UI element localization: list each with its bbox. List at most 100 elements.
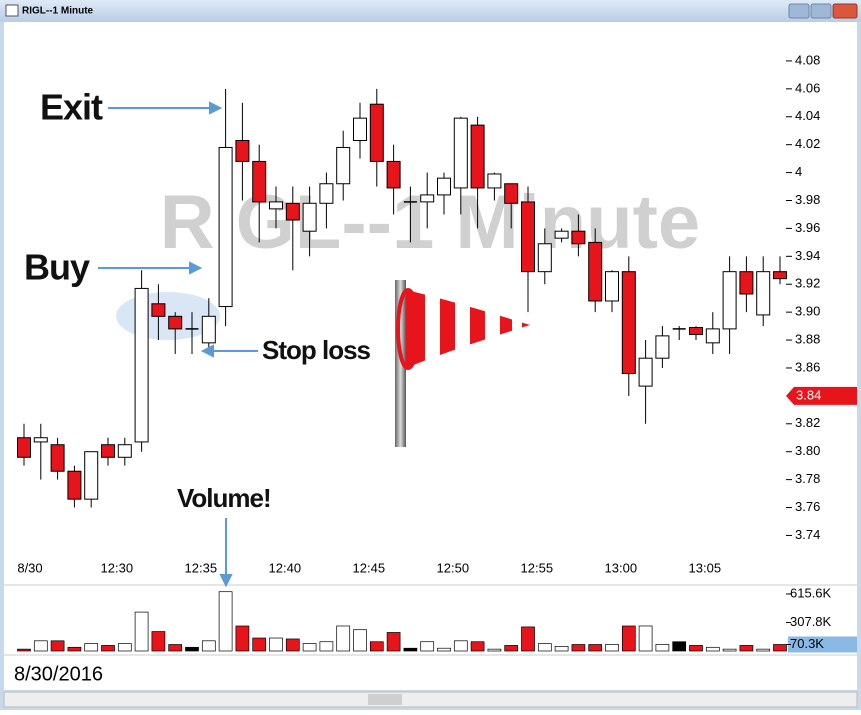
candle-body (538, 244, 551, 272)
volume-tick-label: 615.6K (790, 585, 832, 600)
volume-bar (488, 649, 501, 651)
volume-bar (723, 649, 736, 651)
volume-bar (572, 645, 585, 651)
x-tick-label: 12:45 (353, 560, 386, 575)
y-tick-label: 4 (795, 164, 802, 179)
volume-bar (253, 638, 266, 651)
volume-bar (656, 645, 669, 651)
volume-bar (757, 649, 770, 651)
volume-bar (370, 642, 383, 651)
candle-body (135, 288, 148, 442)
volume-bar (51, 641, 64, 651)
candle-body (589, 242, 602, 301)
volume-bar (18, 649, 31, 651)
window-title: RIGL--1 Minute (22, 6, 94, 17)
y-tick-label: 3.76 (795, 499, 820, 514)
candle-body (102, 445, 115, 458)
volume-bar (471, 642, 484, 651)
volume-bar (303, 644, 316, 651)
y-tick-label: 3.92 (795, 276, 820, 291)
candle-body (454, 118, 467, 188)
candle-body (51, 445, 64, 472)
minimize-button[interactable] (789, 4, 809, 18)
candle-body (774, 272, 787, 279)
watermark: RIGL--1 Minute (160, 180, 700, 265)
volume-bar (505, 645, 518, 651)
volume-bar (522, 627, 535, 651)
y-tick-label: 3.90 (795, 304, 820, 319)
volume-bar (740, 645, 753, 651)
volume-bar (286, 639, 299, 651)
candle-body (639, 358, 652, 386)
y-tick-label: 3.86 (795, 359, 820, 374)
y-tick-label: 3.96 (795, 220, 820, 235)
volume-bar (673, 642, 686, 651)
volume-bar (270, 638, 283, 651)
volume-bar (34, 641, 47, 651)
x-tick-label: 12:30 (101, 560, 134, 575)
candle-body (236, 140, 249, 161)
volume-bar (320, 642, 333, 651)
volume-bar (438, 648, 451, 651)
candle-body (656, 336, 669, 358)
x-tick-label: 12:55 (521, 560, 554, 575)
candle-body (622, 272, 635, 374)
annotation: Volume! (177, 483, 271, 513)
candle-body (118, 445, 131, 458)
volume-bar (421, 642, 434, 651)
volume-bar (85, 644, 98, 651)
scroll-thumb[interactable] (368, 694, 402, 705)
volume-bar (555, 646, 568, 651)
y-tick-label: 3.88 (795, 331, 820, 346)
x-tick-label: 13:00 (605, 560, 638, 575)
volume-tick-label: 70.3K (790, 636, 824, 651)
volume-bar (202, 641, 215, 651)
candle-body (169, 316, 182, 329)
date-label: 8/30/2016 (14, 663, 103, 685)
candle-body (572, 231, 585, 244)
volume-bar (236, 626, 249, 651)
candle-body (438, 178, 451, 195)
volume-bar (622, 626, 635, 651)
candle-body (606, 272, 619, 301)
window: RIGL--1 Minute RIGL--1 Minute 3.743.763.… (0, 0, 861, 710)
candle-body (68, 471, 81, 499)
maximize-button[interactable] (811, 4, 831, 18)
volume-bar (152, 632, 165, 651)
window-icon (6, 5, 18, 16)
volume-bar (690, 645, 703, 651)
volume-bar (219, 592, 232, 651)
candle-body (152, 304, 165, 317)
last-price-label: 3.84 (796, 387, 821, 402)
candle-body (85, 452, 98, 499)
x-tick-label: 13:05 (689, 560, 722, 575)
candle-body (740, 272, 753, 294)
volume-bar (118, 644, 131, 651)
candle-body (34, 438, 47, 442)
y-tick-label: 4.08 (795, 52, 820, 67)
x-tick-label: 8/30 (17, 560, 42, 575)
title-bar (0, 0, 861, 22)
volume-bar (454, 641, 467, 651)
candle-body (723, 272, 736, 329)
candle-body (337, 147, 350, 183)
volume-tick-label: 307.8K (790, 614, 832, 629)
candle-body (303, 203, 316, 231)
candle-body (505, 184, 518, 204)
volume-bar (102, 645, 115, 651)
close-button[interactable] (833, 4, 857, 18)
volume-bar (169, 645, 182, 651)
candle-body (370, 104, 383, 161)
x-tick-label: 12:35 (185, 560, 218, 575)
x-tick-label: 12:40 (269, 560, 302, 575)
scrollbar[interactable] (4, 692, 857, 707)
volume-bar (774, 644, 787, 651)
volume-bar (606, 645, 619, 651)
candle-body (522, 202, 535, 272)
candle-body (757, 272, 770, 315)
y-tick-label: 4.06 (795, 80, 820, 95)
y-tick-label: 3.94 (795, 248, 820, 263)
volume-bar (404, 648, 417, 651)
candle-body (488, 174, 501, 188)
volume-bar (706, 647, 719, 651)
